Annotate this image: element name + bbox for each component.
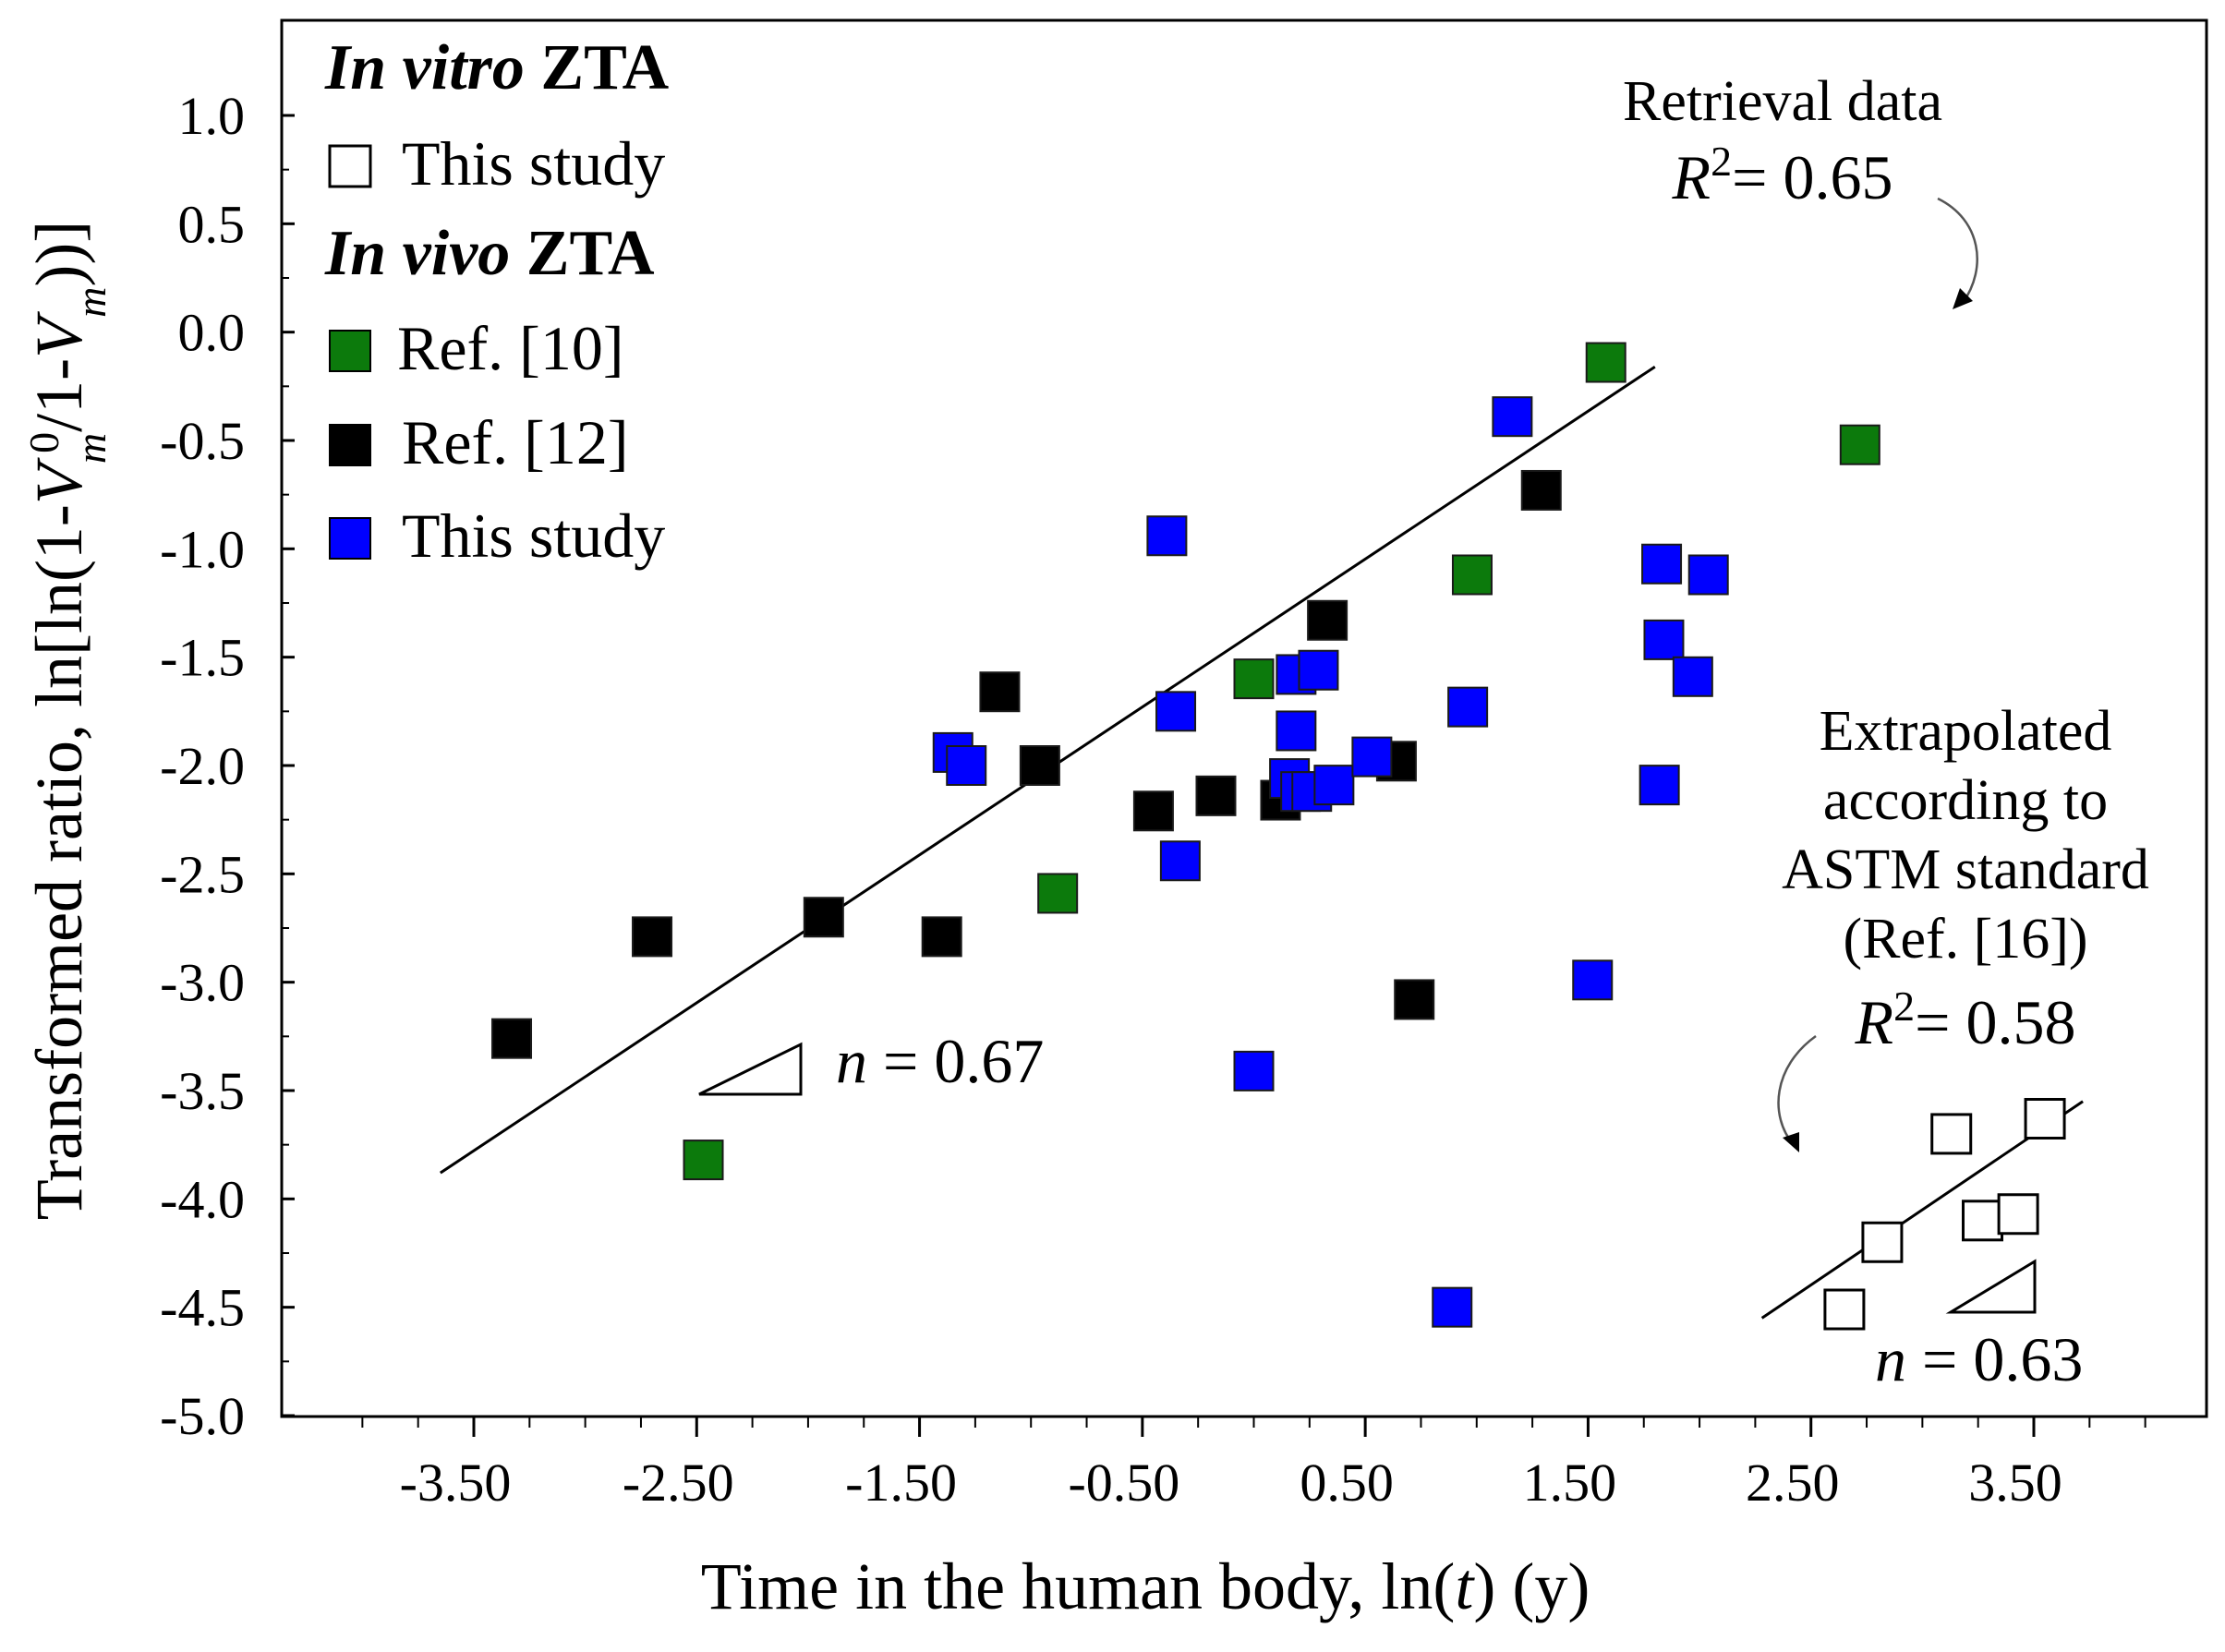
data-point (1572, 959, 1614, 1001)
data-point (1520, 469, 1562, 511)
data-point (491, 1018, 533, 1059)
y-tick-label: -4.0 (160, 1169, 245, 1229)
data-point (1276, 710, 1317, 752)
data-point (803, 897, 844, 938)
y-tick-label: -2.5 (160, 844, 245, 904)
data-point (1351, 736, 1393, 778)
data-point (1861, 1221, 1904, 1263)
extrapolated-annotation: Extrapolated according to ASTM standard … (1777, 700, 2149, 1152)
data-point (1233, 1050, 1275, 1091)
data-point (1195, 775, 1237, 816)
x-tick-label: 0.50 (1300, 1453, 1394, 1513)
data-point (1432, 1286, 1473, 1328)
data-point (921, 916, 962, 958)
data-point (1447, 686, 1489, 728)
extrap-line-2: according to (1823, 769, 2108, 832)
y-tick-label: 0.5 (178, 194, 246, 254)
x-axis-title: Time in the human body, ln(t) (y) (701, 1550, 1590, 1623)
data-point (1037, 873, 1079, 914)
legend-swatch-in-vivo-this-study (329, 517, 371, 560)
legend: In vitro ZTA This study In vivo ZTA Ref.… (324, 32, 670, 571)
data-point (1313, 765, 1355, 806)
extrap-line-4: (Ref. [16]) (1843, 908, 2087, 971)
y-tick-label: -1.5 (160, 628, 245, 688)
data-points (491, 342, 2066, 1331)
legend-group-in-vivo-title: In vivo ZTA (324, 218, 655, 289)
y-tick-label: -3.5 (160, 1061, 245, 1121)
y-tick-label: -3.0 (160, 953, 245, 1013)
retrieval-r2: R2= 0.65 (1672, 138, 1893, 213)
x-tick-label: 3.50 (1968, 1453, 2062, 1513)
legend-label-in-vitro-this-study: This study (402, 128, 665, 199)
slope-main-label: n = 0.67 (836, 1026, 1044, 1096)
y-tick-label: -5.0 (160, 1386, 245, 1446)
data-point (1132, 790, 1174, 832)
data-point (1394, 979, 1435, 1020)
data-point (1307, 599, 1348, 641)
legend-swatch-in-vitro-this-study (328, 144, 372, 188)
data-point (1146, 515, 1188, 557)
data-point (1962, 1200, 2004, 1242)
x-tick-label: -2.50 (623, 1453, 734, 1513)
y-tick-label: -0.5 (160, 411, 245, 471)
data-point (979, 671, 1021, 713)
data-point (1155, 691, 1197, 732)
x-axis-ticks: -3.50 -2.50 -1.50 -0.50 0.50 1.50 2.50 3.50 (361, 1417, 2146, 1513)
plot-frame (280, 18, 2208, 1418)
y-axis-ticks: 1.0 0.5 0.0 -0.5 -1.0 -1.5 -2.0 -2.5 -3.0 -3.5 -4.… (160, 86, 295, 1446)
legend-swatch-ref-10 (329, 330, 371, 372)
legend-label-ref-10: Ref. [10] (397, 313, 623, 383)
data-point (1159, 840, 1201, 882)
extrap-line-3: ASTM standard (1782, 838, 2149, 901)
x-tick-label: -3.50 (400, 1453, 512, 1513)
y-tick-label: -1.0 (160, 519, 245, 579)
data-point (632, 916, 673, 958)
data-point (1687, 554, 1729, 596)
data-point (1585, 342, 1626, 383)
y-tick-label: 0.0 (178, 303, 246, 363)
data-point (1930, 1113, 1973, 1155)
legend-label-ref-12: Ref. [12] (402, 407, 628, 477)
y-axis-title: Transformed ratio, ln[ln(1-Vm0/1-Vm))] (20, 221, 115, 1221)
slope-triangle-vitro (1945, 1259, 2037, 1314)
data-point (1298, 649, 1339, 691)
slope-vitro-label: n = 0.63 (1875, 1324, 2083, 1394)
data-point (1643, 619, 1685, 660)
data-point (1492, 396, 1533, 438)
x-tick-label: -0.50 (1068, 1453, 1179, 1513)
data-point (683, 1140, 724, 1181)
x-tick-label: -1.50 (845, 1453, 957, 1513)
retrieval-annotation: Retrieval data R2= 0.65 (1623, 70, 1978, 309)
extrap-arrow (1777, 1034, 1817, 1146)
x-tick-label: 1.50 (1523, 1453, 1617, 1513)
data-point (1233, 658, 1275, 700)
legend-swatch-ref-12 (329, 424, 371, 466)
data-point (1641, 543, 1683, 585)
retrieval-title: Retrieval data (1623, 70, 1942, 133)
retrieval-arrow-head (1953, 288, 1973, 309)
y-tick-label: -4.5 (160, 1278, 245, 1338)
extrap-arrow-head (1783, 1132, 1799, 1152)
data-point (1672, 656, 1713, 697)
data-point (1451, 554, 1493, 596)
extrap-line-1: Extrapolated (1820, 700, 2112, 763)
slope-triangle-main (698, 1042, 803, 1096)
legend-label-in-vivo-this-study: This study (402, 500, 665, 571)
data-point (1019, 745, 1060, 786)
data-point (946, 745, 987, 786)
legend-group-in-vitro-title: In vitro ZTA (324, 32, 670, 103)
y-tick-label: -2.0 (160, 736, 245, 796)
y-tick-label: 1.0 (178, 86, 246, 146)
x-tick-label: 2.50 (1746, 1453, 1840, 1513)
data-point (1823, 1288, 1866, 1331)
data-point (1639, 765, 1680, 806)
data-point (2024, 1098, 2066, 1140)
data-point (1997, 1193, 2039, 1236)
extrap-r2: R2= 0.58 (1855, 983, 2076, 1058)
data-point (1839, 424, 1880, 465)
retrieval-arrow (1937, 197, 1978, 304)
